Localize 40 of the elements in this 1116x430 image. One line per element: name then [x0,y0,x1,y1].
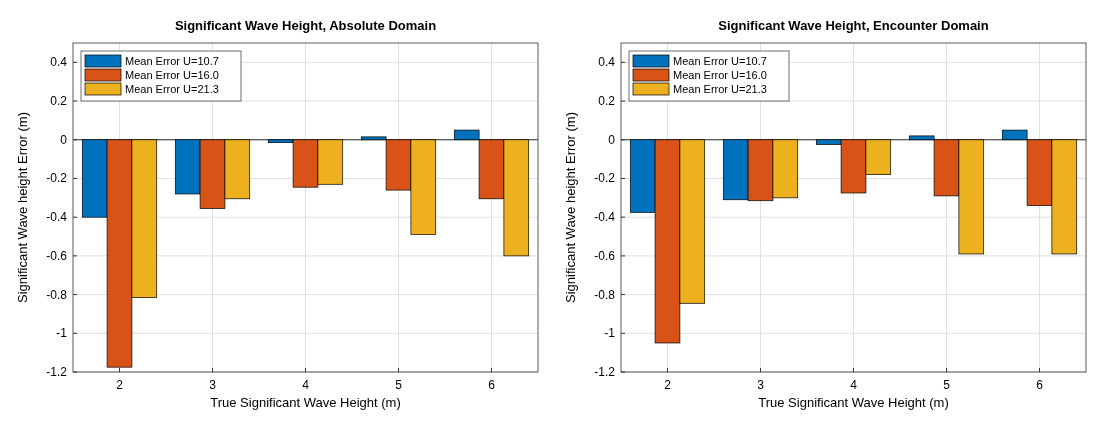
legend-label: Mean Error U=21.3 [673,83,767,95]
y-tick-label: -1.2 [594,365,616,379]
x-tick-label: 2 [116,378,124,392]
x-axis-title: True Significant Wave Height (m) [210,395,401,410]
y-axis-title: Significant Wave height Error (m) [15,112,30,303]
legend-label: Mean Error U=16.0 [673,69,767,81]
y-tick-label: -1 [56,326,68,341]
x-tick-label: 3 [757,378,765,392]
y-tick-label: 0.4 [50,55,68,70]
legend-label: Mean Error U=16.0 [125,69,219,81]
chart-title: Significant Wave Height, Absolute Domain [174,18,437,33]
y-tick-label: 0.4 [598,55,616,70]
x-tick-label: 6 [1036,378,1044,392]
x-axis-title: True Significant Wave Height (m) [758,395,949,410]
y-tick-label: -0.4 [46,210,68,225]
y-tick-label: 0.2 [50,94,68,109]
y-tick-label: -0.6 [46,248,68,263]
x-tick-label: 4 [302,378,310,392]
legend-label: Mean Error U=10.7 [125,55,219,67]
y-tick-label: -0.8 [594,287,616,302]
x-tick-label: 3 [209,378,217,392]
y-tick-label: -1.2 [46,365,68,379]
y-tick-label: 0 [608,132,616,147]
x-tick-label: 6 [488,378,496,392]
y-tick-label: -0.6 [594,248,616,263]
y-tick-label: -0.2 [594,171,616,186]
chart-title: Significant Wave Height, Encounter Domain [718,18,989,33]
legend-label: Mean Error U=10.7 [673,55,767,67]
x-tick-label: 5 [395,378,403,392]
x-tick-label: 4 [850,378,858,392]
x-tick-label: 5 [943,378,951,392]
y-tick-label: -0.4 [594,210,616,225]
y-axis-title: Significant Wave height Error (m) [563,112,578,303]
y-tick-label: -1 [604,326,616,341]
y-tick-label: 0 [60,132,68,147]
y-tick-label: -0.2 [46,171,68,186]
x-tick-label: 2 [664,378,672,392]
y-tick-label: 0.2 [598,94,616,109]
legend-label: Mean Error U=21.3 [125,83,219,95]
y-tick-label: -0.8 [46,287,68,302]
